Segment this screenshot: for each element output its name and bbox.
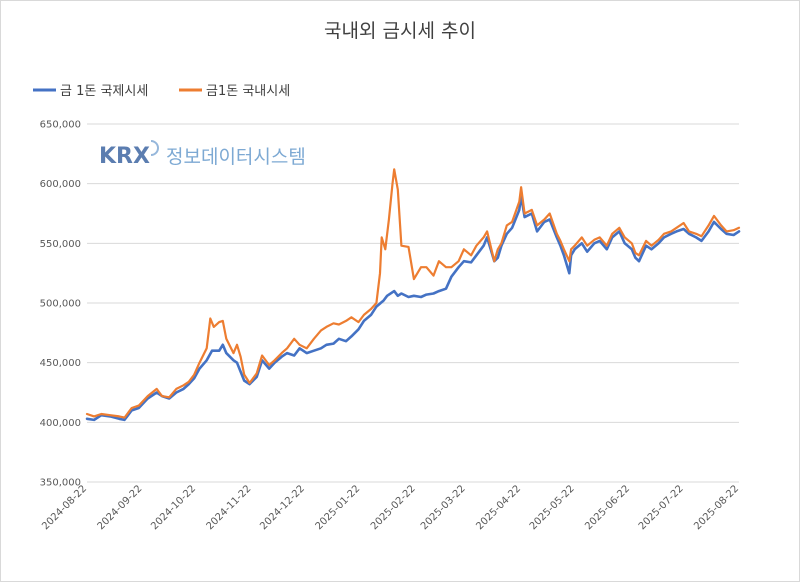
krx-watermark: KRX 정보데이터시스템 — [99, 140, 306, 169]
x-tick-label: 2025-02-22 — [369, 483, 418, 532]
x-tick-label: 2025-03-22 — [419, 483, 468, 532]
legend-label-intl: 금 1돈 국제시세 — [60, 84, 148, 99]
y-tick-label: 550,000 — [40, 239, 81, 250]
krx-logo-swoosh-icon — [150, 140, 159, 156]
y-tick-label: 400,000 — [40, 418, 81, 429]
gridlines — [87, 123, 739, 483]
x-tick-label: 2025-01-22 — [314, 483, 363, 532]
krx-logo: KRX — [99, 144, 150, 169]
series-lines — [85, 168, 741, 422]
series-line-intl — [85, 194, 741, 422]
legend-label-dom: 금1돈 국내시세 — [206, 84, 290, 99]
x-tick-label: 2025-05-22 — [528, 483, 577, 532]
x-tick-label: 2025-08-22 — [692, 483, 741, 532]
legend: 금 1돈 국제시세 금1돈 국내시세 — [33, 84, 290, 99]
x-tick-label: 2024-09-22 — [96, 483, 145, 532]
x-axis-ticks: 2024-08-22 2024-09-22 2024-10-22 2024-11-22… — [40, 483, 741, 532]
x-tick-label: 2024-11-22 — [205, 483, 254, 532]
y-tick-label: 500,000 — [40, 299, 81, 310]
krx-system-text: 정보데이터시스템 — [166, 146, 306, 168]
y-tick-label: 450,000 — [40, 358, 81, 369]
x-tick-label: 2024-10-22 — [149, 483, 198, 532]
y-tick-label: 650,000 — [40, 120, 81, 131]
series-line-dom — [85, 168, 741, 419]
chart-title: 국내외 금시세 추이 — [324, 20, 476, 42]
x-tick-label: 2025-04-22 — [474, 483, 523, 532]
y-axis-ticks: 350,000 400,000 450,000 500,000 550,000 600,0… — [40, 120, 81, 489]
x-tick-label: 2025-06-22 — [583, 483, 632, 532]
x-tick-label: 2025-07-22 — [637, 483, 686, 532]
y-tick-label: 350,000 — [40, 478, 81, 489]
y-tick-label: 600,000 — [40, 179, 81, 190]
x-tick-label: 2024-08-22 — [40, 483, 89, 532]
x-tick-label: 2024-12-22 — [258, 483, 307, 532]
